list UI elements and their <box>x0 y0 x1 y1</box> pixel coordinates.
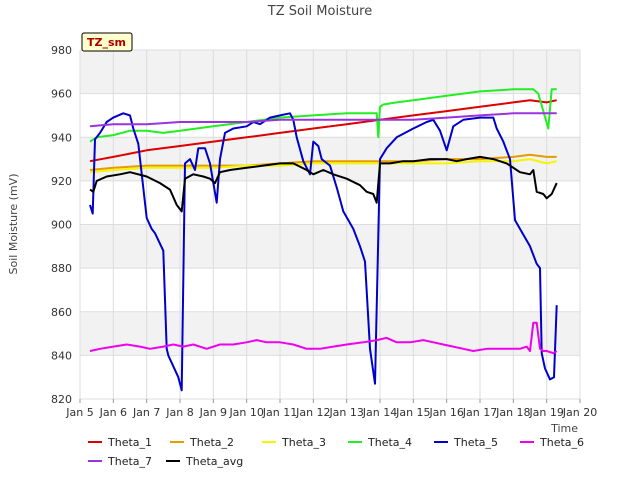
legend-item-theta-1: Theta_1 <box>88 436 152 449</box>
legend-label: Theta_1 <box>107 436 152 449</box>
series-line-theta-7 <box>89 112 557 128</box>
x-tick-label: Jan 7 <box>132 406 160 419</box>
legend-item-theta-4: Theta_4 <box>348 436 412 449</box>
x-tick-label: Jan 6 <box>99 406 127 419</box>
x-tick-label: Jan 13 <box>328 406 363 419</box>
x-tick-label: Jan 8 <box>165 406 193 419</box>
band <box>80 355 580 399</box>
x-tick-label: Jan 16 <box>428 406 463 419</box>
legend-label: Theta_5 <box>453 436 498 449</box>
series-line-theta-2 <box>89 153 557 171</box>
x-tick-label: Jan 5 <box>65 406 93 419</box>
y-axis-label: Soil Moisture (mV) <box>7 174 20 275</box>
y-tick-label: 860 <box>51 306 72 319</box>
legend-label: Theta_avg <box>185 455 243 468</box>
chart-title: TZ Soil Moisture <box>267 4 373 19</box>
x-tick-label: Jan 12 <box>295 406 330 419</box>
x-tick-label: Jan 15 <box>395 406 430 419</box>
band <box>80 224 580 269</box>
band <box>80 268 580 312</box>
plot-background <box>80 50 580 399</box>
legend-label: Theta_6 <box>539 436 584 449</box>
x-tick-label: Jan 18 <box>495 406 530 419</box>
series-line-theta-3 <box>89 158 557 174</box>
x-tick-label: Jan 11 <box>262 406 297 419</box>
x-tick-label: Jan 17 <box>462 406 497 419</box>
y-tick-label: 960 <box>51 88 72 101</box>
legend-item-theta-2: Theta_2 <box>170 436 234 449</box>
series-line-theta-6 <box>89 321 558 355</box>
y-tick-label: 880 <box>51 262 72 275</box>
series-lines <box>89 88 558 392</box>
x-tick-label: Jan 20 <box>562 406 597 419</box>
legend-item-theta-3: Theta_3 <box>262 436 326 449</box>
legend-label: Theta_4 <box>367 436 412 449</box>
x-tick-label: Jan 19 <box>528 406 563 419</box>
y-tick-label: 840 <box>51 349 72 362</box>
legend-item-theta-avg: Theta_avg <box>166 455 243 468</box>
band <box>80 180 580 225</box>
x-tick-label: Jan 14 <box>362 406 397 419</box>
legend-label: Theta_7 <box>107 455 152 468</box>
y-tick-label: 900 <box>51 219 72 232</box>
band <box>80 50 580 94</box>
y-tick-label: 940 <box>51 131 72 144</box>
y-tick-label: 820 <box>51 393 72 406</box>
legend-item-theta-5: Theta_5 <box>434 436 498 449</box>
y-axis: 820 840 860 880 900 920 940 960 980 <box>51 44 72 406</box>
badge-box <box>81 32 133 52</box>
series-line-theta-avg <box>89 155 558 213</box>
legend-label: Theta_2 <box>189 436 234 449</box>
legend-item-theta-7: Theta_7 <box>88 455 152 468</box>
x-tick-label: Jan 10 <box>228 406 263 419</box>
legend-item-theta-6: Theta_6 <box>520 436 584 449</box>
series-line-theta-1 <box>89 99 557 163</box>
legend: Theta_1 Theta_2 Theta_3 Theta_4 Theta_5 Theta… <box>88 436 584 468</box>
tz-sm-badge: TZ_sm <box>81 32 133 52</box>
x-axis-label: Time <box>550 422 578 435</box>
y-tick-label: 920 <box>51 175 72 188</box>
band <box>80 93 580 138</box>
badge-label: TZ_sm <box>87 36 126 49</box>
x-tick-label: Jan 9 <box>199 406 227 419</box>
series-line-theta-4 <box>89 88 557 143</box>
grid-lines <box>79 49 581 400</box>
y-tick-label: 980 <box>51 44 72 57</box>
legend-label: Theta_3 <box>281 436 326 449</box>
series-line-theta-5 <box>89 112 558 392</box>
